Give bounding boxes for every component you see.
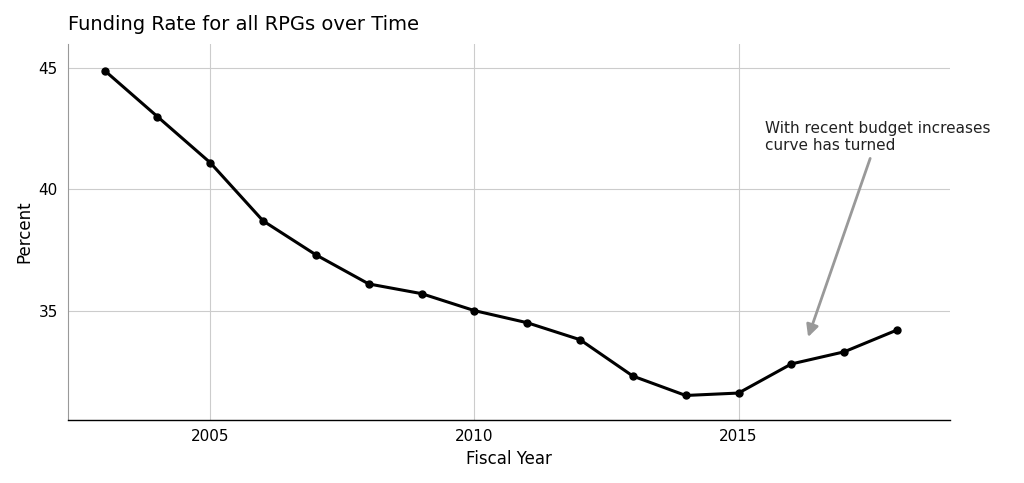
X-axis label: Fiscal Year: Fiscal Year (466, 450, 552, 468)
Text: Funding Rate for all RPGs over Time: Funding Rate for all RPGs over Time (68, 15, 419, 34)
Text: With recent budget increases
curve has turned: With recent budget increases curve has t… (765, 121, 990, 334)
Y-axis label: Percent: Percent (15, 200, 33, 263)
